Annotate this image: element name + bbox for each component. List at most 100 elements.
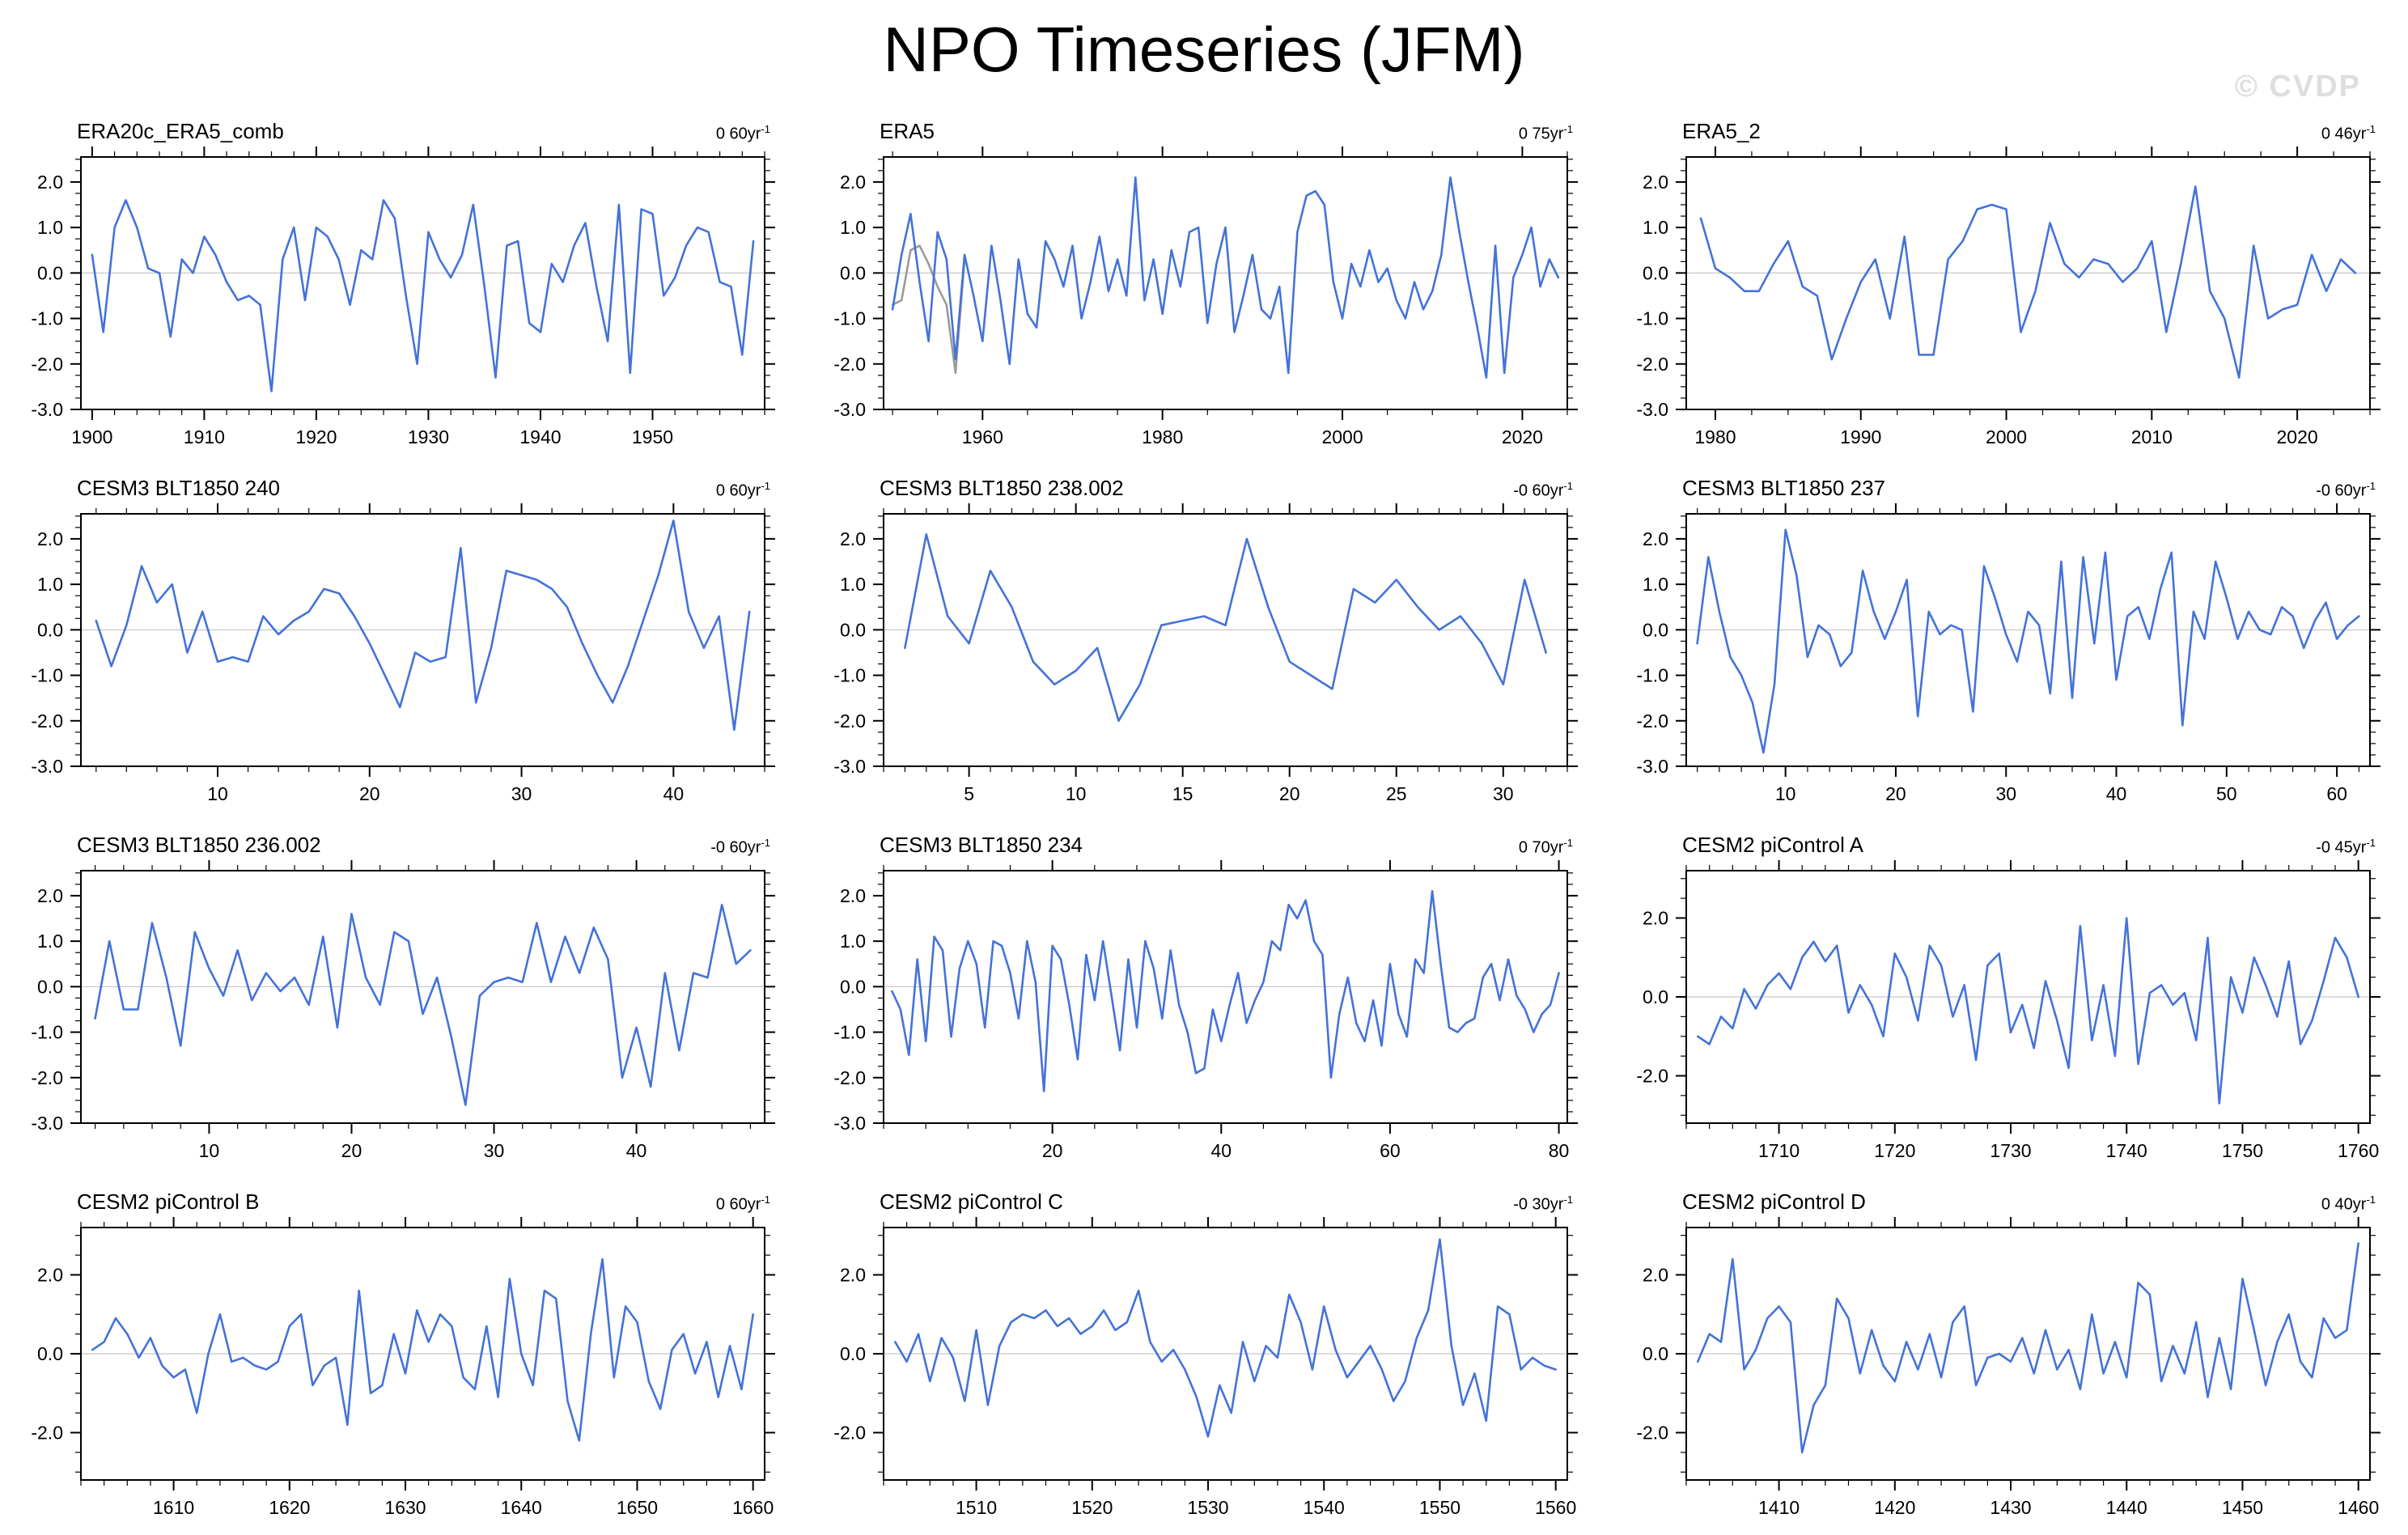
chart-header: CESM2 piControl B 0 60yr-1 <box>77 1182 770 1215</box>
svg-text:1.0: 1.0 <box>1643 217 1668 238</box>
chart-trend-label: 0 60yr-1 <box>716 1194 770 1215</box>
svg-text:1660: 1660 <box>732 1497 774 1518</box>
trend-exponent: -1 <box>2366 1194 2376 1206</box>
timeseries-plot: 2.0 1.0 0.0 -1.0 -2.0 -3.0 10 20 30 40 50 60 <box>1636 503 2380 804</box>
svg-text:2.0: 2.0 <box>37 528 63 549</box>
svg-text:-1.0: -1.0 <box>31 1022 63 1043</box>
chart-panel: CESM2 piControl A -0 45yr-1 2.0 0.0 -2.0 17… <box>1605 806 2408 1163</box>
timeseries-plot: 2.0 1.0 0.0 -1.0 -2.0 -3.0 10 20 30 40 <box>31 503 775 804</box>
chart-title: CESM2 piControl A <box>1682 833 1863 857</box>
svg-text:1450: 1450 <box>2222 1497 2263 1518</box>
trend-value: 0 40yr <box>2321 1196 2367 1214</box>
cvdp-watermark: © CVDP <box>2234 70 2361 104</box>
svg-text:2010: 2010 <box>2131 426 2173 447</box>
svg-text:1980: 1980 <box>1694 426 1736 447</box>
svg-text:2000: 2000 <box>1986 426 2027 447</box>
svg-text:0.0: 0.0 <box>1643 619 1668 640</box>
svg-text:0.0: 0.0 <box>840 619 866 640</box>
svg-text:1610: 1610 <box>153 1497 194 1518</box>
trend-value: 0 60yr <box>715 482 761 500</box>
trend-exponent: -1 <box>761 123 770 136</box>
chart-panel: ERA20c_ERA5_comb 0 60yr-1 2.0 1.0 0.0 -1.0 -… <box>0 92 803 449</box>
svg-text:1740: 1740 <box>2106 1140 2147 1161</box>
svg-text:2.0: 2.0 <box>37 172 63 193</box>
svg-text:1520: 1520 <box>1071 1497 1113 1518</box>
svg-text:1560: 1560 <box>1535 1497 1576 1518</box>
trend-value: 0 60yr <box>715 1196 761 1214</box>
chart-panel: CESM2 piControl B 0 60yr-1 2.0 0.0 -2.0 161… <box>0 1163 803 1520</box>
svg-text:1720: 1720 <box>1874 1140 1915 1161</box>
svg-text:40: 40 <box>1210 1140 1232 1161</box>
svg-text:1980: 1980 <box>1142 426 1183 447</box>
chart-panel: CESM3 BLT1850 238.002 -0 60yr-1 2.0 1.0 0.… <box>803 449 1605 806</box>
trend-value: -0 60yr <box>1513 482 1564 500</box>
svg-text:1750: 1750 <box>2222 1140 2263 1161</box>
chart-title: CESM2 piControl C <box>880 1189 1063 1214</box>
svg-text:-3.0: -3.0 <box>31 399 63 420</box>
svg-text:-3.0: -3.0 <box>1636 399 1668 420</box>
svg-text:20: 20 <box>1042 1140 1063 1161</box>
svg-text:40: 40 <box>663 783 685 804</box>
svg-text:2.0: 2.0 <box>840 172 866 193</box>
chart-header: CESM3 BLT1850 237 -0 60yr-1 <box>1682 469 2376 501</box>
page-title: NPO Timeseries (JFM) <box>883 14 1525 85</box>
svg-text:0.0: 0.0 <box>1643 262 1668 283</box>
svg-text:50: 50 <box>2216 783 2237 804</box>
trend-value: -0 30yr <box>1513 1196 1564 1214</box>
svg-text:40: 40 <box>626 1140 647 1161</box>
trend-exponent: -1 <box>1563 837 1573 850</box>
svg-text:1940: 1940 <box>519 426 561 447</box>
trend-value: -0 60yr <box>2316 482 2367 500</box>
chart-header: ERA5 0 75yr-1 <box>880 112 1573 144</box>
chart-trend-label: 0 46yr-1 <box>2321 123 2376 144</box>
trend-value: -0 45yr <box>2316 839 2367 857</box>
svg-text:1.0: 1.0 <box>840 931 866 952</box>
svg-text:2000: 2000 <box>1321 426 1363 447</box>
svg-text:2.0: 2.0 <box>840 885 866 906</box>
svg-text:1620: 1620 <box>269 1497 310 1518</box>
svg-text:60: 60 <box>1380 1140 1401 1161</box>
chart-trend-label: -0 60yr-1 <box>2316 480 2376 501</box>
chart-panel: ERA5 0 75yr-1 2.0 1.0 0.0 -1.0 -2.0 -3.0 1960 1… <box>803 92 1605 449</box>
timeseries-plot: 2.0 1.0 0.0 -1.0 -2.0 -3.0 1960 1980 2000 2020 <box>833 146 1578 447</box>
chart-panel: CESM3 BLT1850 240 0 60yr-1 2.0 1.0 0.0 -1.0… <box>0 449 803 806</box>
chart-title: CESM3 BLT1850 237 <box>1682 476 1885 500</box>
svg-text:0.0: 0.0 <box>840 262 866 283</box>
svg-text:-2.0: -2.0 <box>1636 710 1668 731</box>
chart-trend-label: -0 60yr-1 <box>1513 480 1573 501</box>
trend-exponent: -1 <box>761 480 770 493</box>
chart-header: CESM3 BLT1850 240 0 60yr-1 <box>77 469 770 501</box>
svg-text:-3.0: -3.0 <box>833 1113 866 1134</box>
svg-text:40: 40 <box>2106 783 2127 804</box>
timeseries-plot: 2.0 1.0 0.0 -1.0 -2.0 -3.0 10 20 30 40 <box>31 860 775 1161</box>
svg-text:1730: 1730 <box>1990 1140 2031 1161</box>
svg-text:1.0: 1.0 <box>840 574 866 595</box>
svg-text:-2.0: -2.0 <box>1636 1423 1668 1444</box>
svg-text:10: 10 <box>1775 783 1796 804</box>
svg-text:1640: 1640 <box>501 1497 542 1518</box>
svg-text:1630: 1630 <box>384 1497 426 1518</box>
svg-text:-1.0: -1.0 <box>31 308 63 329</box>
svg-text:-2.0: -2.0 <box>31 710 63 731</box>
svg-text:-3.0: -3.0 <box>31 1113 63 1134</box>
svg-text:-2.0: -2.0 <box>833 1067 866 1088</box>
chart-header: ERA20c_ERA5_comb 0 60yr-1 <box>77 112 770 144</box>
svg-text:2.0: 2.0 <box>1643 1265 1668 1286</box>
svg-text:2.0: 2.0 <box>1643 528 1668 549</box>
trend-exponent: -1 <box>761 837 770 850</box>
svg-text:20: 20 <box>1279 783 1300 804</box>
chart-title: CESM3 BLT1850 236.002 <box>77 833 321 857</box>
svg-text:-2.0: -2.0 <box>1636 354 1668 375</box>
svg-text:1950: 1950 <box>632 426 673 447</box>
svg-text:1420: 1420 <box>1874 1497 1915 1518</box>
chart-panel: CESM3 BLT1850 236.002 -0 60yr-1 2.0 1.0 0.… <box>0 806 803 1163</box>
svg-text:2020: 2020 <box>1502 426 1543 447</box>
svg-text:2.0: 2.0 <box>1643 172 1668 193</box>
chart-panel: CESM3 BLT1850 237 -0 60yr-1 2.0 1.0 0.0 -1.… <box>1605 449 2408 806</box>
svg-text:1.0: 1.0 <box>840 217 866 238</box>
trend-value: 0 75yr <box>1518 125 1564 143</box>
svg-text:0.0: 0.0 <box>1643 1343 1668 1364</box>
svg-text:1550: 1550 <box>1419 1497 1460 1518</box>
timeseries-plot: 2.0 1.0 0.0 -1.0 -2.0 -3.0 5 10 15 20 25 30 <box>833 503 1578 804</box>
trend-value: -0 60yr <box>710 839 761 857</box>
